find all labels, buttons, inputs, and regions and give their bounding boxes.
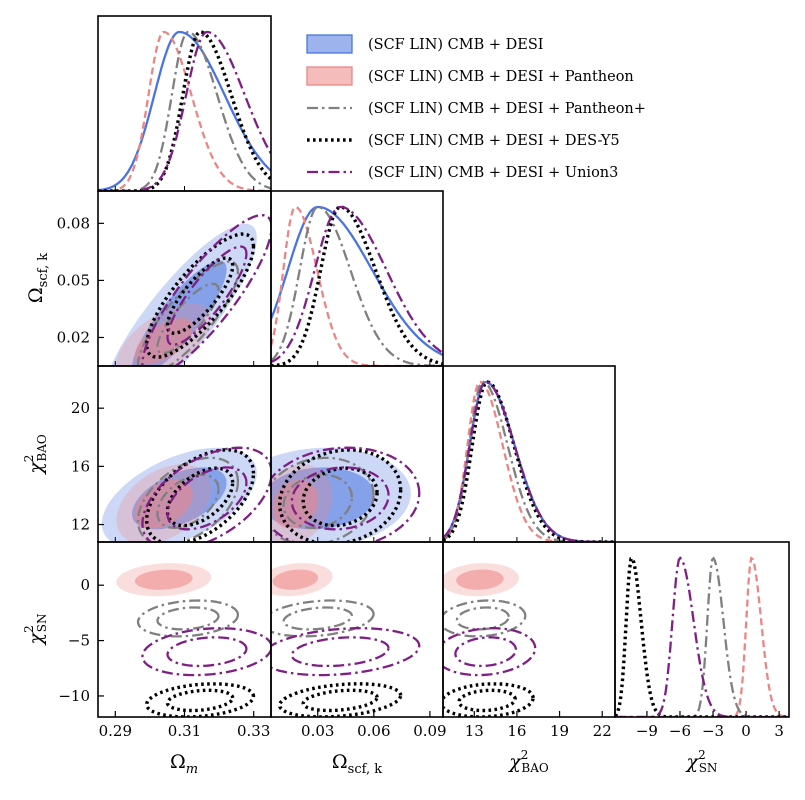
panel-bao-vs-ok bbox=[271, 446, 421, 542]
ytick-label-sn-1: −5 bbox=[68, 632, 90, 650]
panel-sn-vs-bao bbox=[443, 563, 537, 717]
contour-line-68-2 bbox=[156, 606, 220, 631]
contour-fill-68-1 bbox=[456, 569, 504, 590]
ytick-label-ok-1: 0.05 bbox=[57, 271, 90, 289]
marginal-curve-4 bbox=[271, 205, 443, 364]
marginal-curve-3 bbox=[615, 556, 789, 717]
contour-line-68-3 bbox=[457, 688, 517, 713]
contour-fill-68-1 bbox=[272, 479, 318, 529]
contour-fill-68-1 bbox=[272, 569, 318, 590]
xlabel-bao: χ2 BAO bbox=[507, 748, 549, 775]
xtick-label-bao-2: 19 bbox=[550, 722, 569, 740]
contour-line-95-2 bbox=[136, 456, 240, 542]
panel-sn-vs-ok bbox=[271, 563, 421, 717]
contour-line-95-3 bbox=[144, 682, 256, 717]
xtick-label-om-1: 0.31 bbox=[168, 722, 201, 740]
marginal-curve-2 bbox=[271, 205, 443, 366]
marginal-curve-1 bbox=[271, 205, 443, 366]
ylabel-bao: χ2BAO bbox=[22, 434, 49, 476]
panel-ok-vs-om bbox=[110, 213, 271, 366]
marginal-curve-1 bbox=[98, 30, 271, 191]
marginal-curve-3 bbox=[98, 30, 271, 191]
xtick-label-ok-1: 0.06 bbox=[357, 722, 390, 740]
xtick-label-bao-0: 13 bbox=[465, 722, 484, 740]
contour-line-68-4 bbox=[166, 636, 248, 668]
xtick-label-sn-1: −6 bbox=[669, 722, 691, 740]
contour-line-68-4 bbox=[290, 466, 390, 531]
marginal-curve-2 bbox=[98, 30, 271, 191]
legend: (SCF LIN) CMB + DESI (SCF LIN) CMB + DESI… bbox=[306, 34, 646, 181]
contour-line-95-2 bbox=[136, 599, 240, 638]
marginal-ok bbox=[271, 205, 443, 366]
xtick-label-om-0: 0.29 bbox=[99, 722, 132, 740]
xlabel-om: Ωm bbox=[170, 751, 198, 777]
legend-label-0: (SCF LIN) CMB + DESI bbox=[368, 37, 544, 53]
legend-label-3: (SCF LIN) CMB + DESI + DES-Y5 bbox=[368, 133, 620, 149]
ytick-label-ok-2: 0.08 bbox=[57, 214, 90, 232]
marginal-sn bbox=[615, 556, 789, 717]
ytick-label-ok-0: 0.02 bbox=[57, 328, 90, 346]
contour-line-95-3 bbox=[277, 682, 403, 717]
xtick-label-ok-2: 0.09 bbox=[413, 722, 446, 740]
contour-line-68-2 bbox=[455, 606, 510, 631]
legend-label-1: (SCF LIN) CMB + DESI + Pantheon bbox=[368, 69, 634, 85]
legend-label-2: (SCF LIN) CMB + DESI + Pantheon+ bbox=[368, 101, 646, 117]
contour-line-68-4 bbox=[166, 245, 248, 346]
marginal-curve-4 bbox=[615, 556, 789, 717]
contour-line-95-2 bbox=[136, 260, 240, 366]
contour-line-68-2 bbox=[156, 282, 220, 355]
xtick-label-bao-3: 22 bbox=[593, 722, 612, 740]
contour-line-95-4 bbox=[141, 446, 271, 542]
marginal-curve-2 bbox=[615, 556, 789, 717]
xtick-label-sn-0: −9 bbox=[636, 722, 658, 740]
xlabel-sn: χ2 SN bbox=[685, 748, 718, 775]
legend-swatch-0 bbox=[306, 34, 353, 54]
contour-line-68-4 bbox=[166, 466, 248, 531]
contour-line-95-4 bbox=[141, 213, 271, 366]
xtick-label-bao-1: 16 bbox=[507, 722, 526, 740]
ytick-label-bao-1: 16 bbox=[71, 457, 90, 475]
ytick-label-bao-0: 12 bbox=[71, 516, 90, 534]
marginal-curve-0 bbox=[271, 205, 443, 357]
ytick-label-sn-0: −10 bbox=[58, 687, 90, 705]
contour-line-95-3 bbox=[277, 448, 403, 542]
contour-line-68-3 bbox=[301, 688, 379, 713]
marginal-bao bbox=[443, 380, 615, 542]
contour-line-68-3 bbox=[301, 466, 379, 528]
contour-line-68-2 bbox=[156, 473, 220, 529]
xtick-label-sn-3: 0 bbox=[741, 722, 751, 740]
contour-line-95-2 bbox=[443, 599, 527, 638]
legend-label-4: (SCF LIN) CMB + DESI + Union3 bbox=[368, 165, 618, 181]
ylabel-sn: χ2SN bbox=[22, 614, 49, 647]
contour-line-68-2 bbox=[282, 473, 353, 529]
contour-line-95-4 bbox=[271, 446, 421, 542]
panel-frame-3-3 bbox=[614, 541, 790, 718]
contour-line-95-2 bbox=[271, 456, 375, 542]
contour-line-68-4 bbox=[290, 636, 390, 668]
contour-line-95-4 bbox=[443, 627, 537, 677]
xtick-label-om-2: 0.33 bbox=[237, 722, 270, 740]
xlabel-ok: Ωscf, k bbox=[332, 751, 382, 777]
ytick-label-bao-2: 20 bbox=[71, 399, 90, 417]
ylabel-ok: Ωscf, k bbox=[25, 253, 51, 303]
marginal-curve-1 bbox=[443, 380, 615, 542]
ytick-label-sn-2: 0 bbox=[80, 576, 90, 594]
xtick-label-sn-4: 3 bbox=[774, 722, 784, 740]
contour-line-95-4 bbox=[271, 627, 421, 677]
marginal-curve-1 bbox=[615, 556, 789, 717]
marginal-om bbox=[98, 30, 271, 191]
panel-sn-vs-om bbox=[116, 563, 271, 717]
contour-fill-68-1 bbox=[134, 569, 193, 590]
legend-swatch-1 bbox=[306, 66, 353, 86]
contour-line-68-4 bbox=[454, 636, 518, 668]
marginal-curve-3 bbox=[443, 380, 615, 542]
contour-line-68-3 bbox=[165, 688, 235, 713]
panel-bao-vs-om bbox=[101, 446, 271, 542]
xtick-label-ok-0: 0.03 bbox=[301, 722, 334, 740]
contour-line-68-2 bbox=[282, 606, 353, 631]
contour-line-95-4 bbox=[141, 627, 271, 677]
marginal-curve-3 bbox=[271, 205, 443, 366]
xtick-label-sn-2: −3 bbox=[702, 722, 724, 740]
